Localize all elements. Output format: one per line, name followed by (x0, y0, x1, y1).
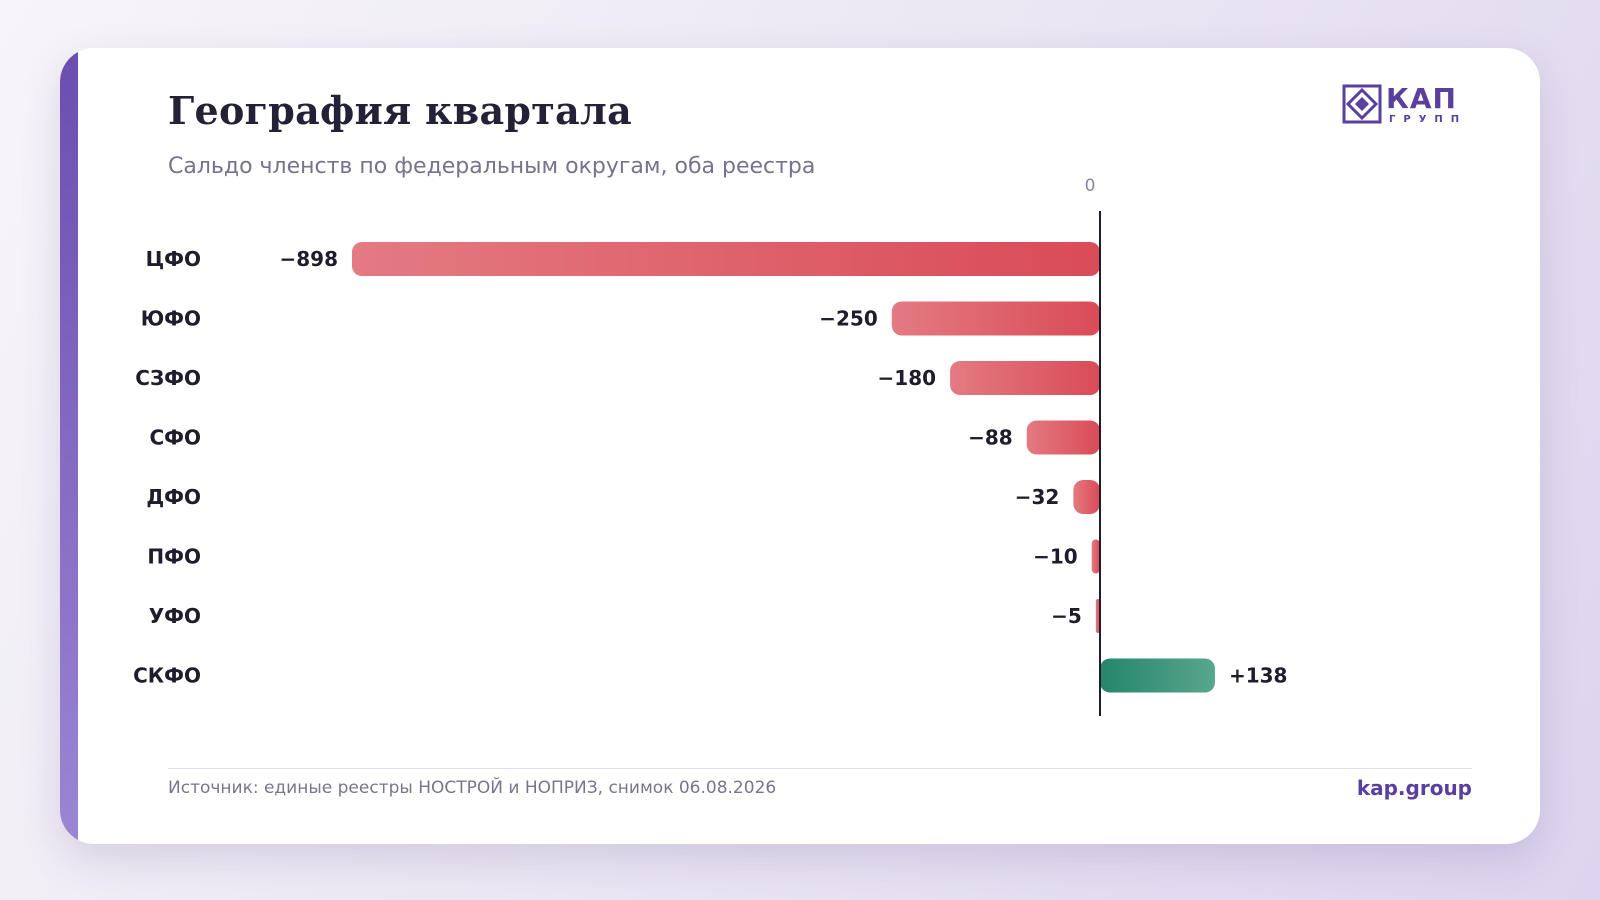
value-label-сзфо: −180 (878, 366, 937, 390)
value-label-цфо: −898 (279, 247, 338, 271)
category-label-скфо: СКФО (133, 664, 201, 688)
category-label-сзфо: СЗФО (135, 366, 201, 390)
diamond-mark-icon (1342, 84, 1382, 124)
chart-title: География квартала (168, 88, 633, 133)
chart-card: География квартала Сальдо членств по фед… (60, 48, 1540, 844)
category-label-уфо: УФО (149, 604, 201, 628)
value-label-сфо: −88 (968, 426, 1013, 450)
category-label-сфо: СФО (149, 426, 201, 450)
site-link[interactable]: kap.group (1356, 776, 1472, 800)
value-label-юфо: −250 (819, 307, 878, 331)
card-accent-bar (60, 48, 78, 844)
category-label-цфо: ЦФО (146, 247, 201, 271)
value-label-скфо: +138 (1229, 664, 1288, 688)
bar-сзфо (950, 361, 1100, 395)
value-label-дфо: −32 (1015, 485, 1060, 509)
value-label-пфо: −10 (1033, 545, 1078, 569)
bar-chart: ЦФО −898 ЮФО −250 СЗФО −180 СФО −88 ДФО −32 ПФО −10… (133, 176, 1288, 716)
footer-divider (168, 768, 1472, 769)
bar-скфо (1100, 658, 1215, 693)
bar-юфо (891, 301, 1100, 336)
source-note: Источник: единые реестры НОСТРОЙ и НОПРИ… (168, 778, 777, 798)
logo-wordmark: КАП (1386, 82, 1457, 115)
bar-сфо (1026, 420, 1100, 455)
company-logo: КАП ГРУПП (1342, 82, 1472, 128)
category-label-пфо: ПФО (147, 545, 201, 569)
category-label-юфо: ЮФО (141, 307, 201, 331)
bar-дфо (1073, 480, 1100, 514)
bar-цфо (352, 242, 1100, 276)
bar-пфо (1091, 539, 1100, 574)
value-label-уфо: −5 (1051, 604, 1082, 628)
logo-subtitle: ГРУПП (1389, 114, 1468, 125)
chart-subtitle: Сальдо членств по федеральным округам, о… (168, 154, 816, 179)
category-label-дфо: ДФО (146, 485, 201, 509)
zero-tick-label: 0 (1085, 176, 1096, 196)
bar-уфо (1095, 599, 1100, 633)
